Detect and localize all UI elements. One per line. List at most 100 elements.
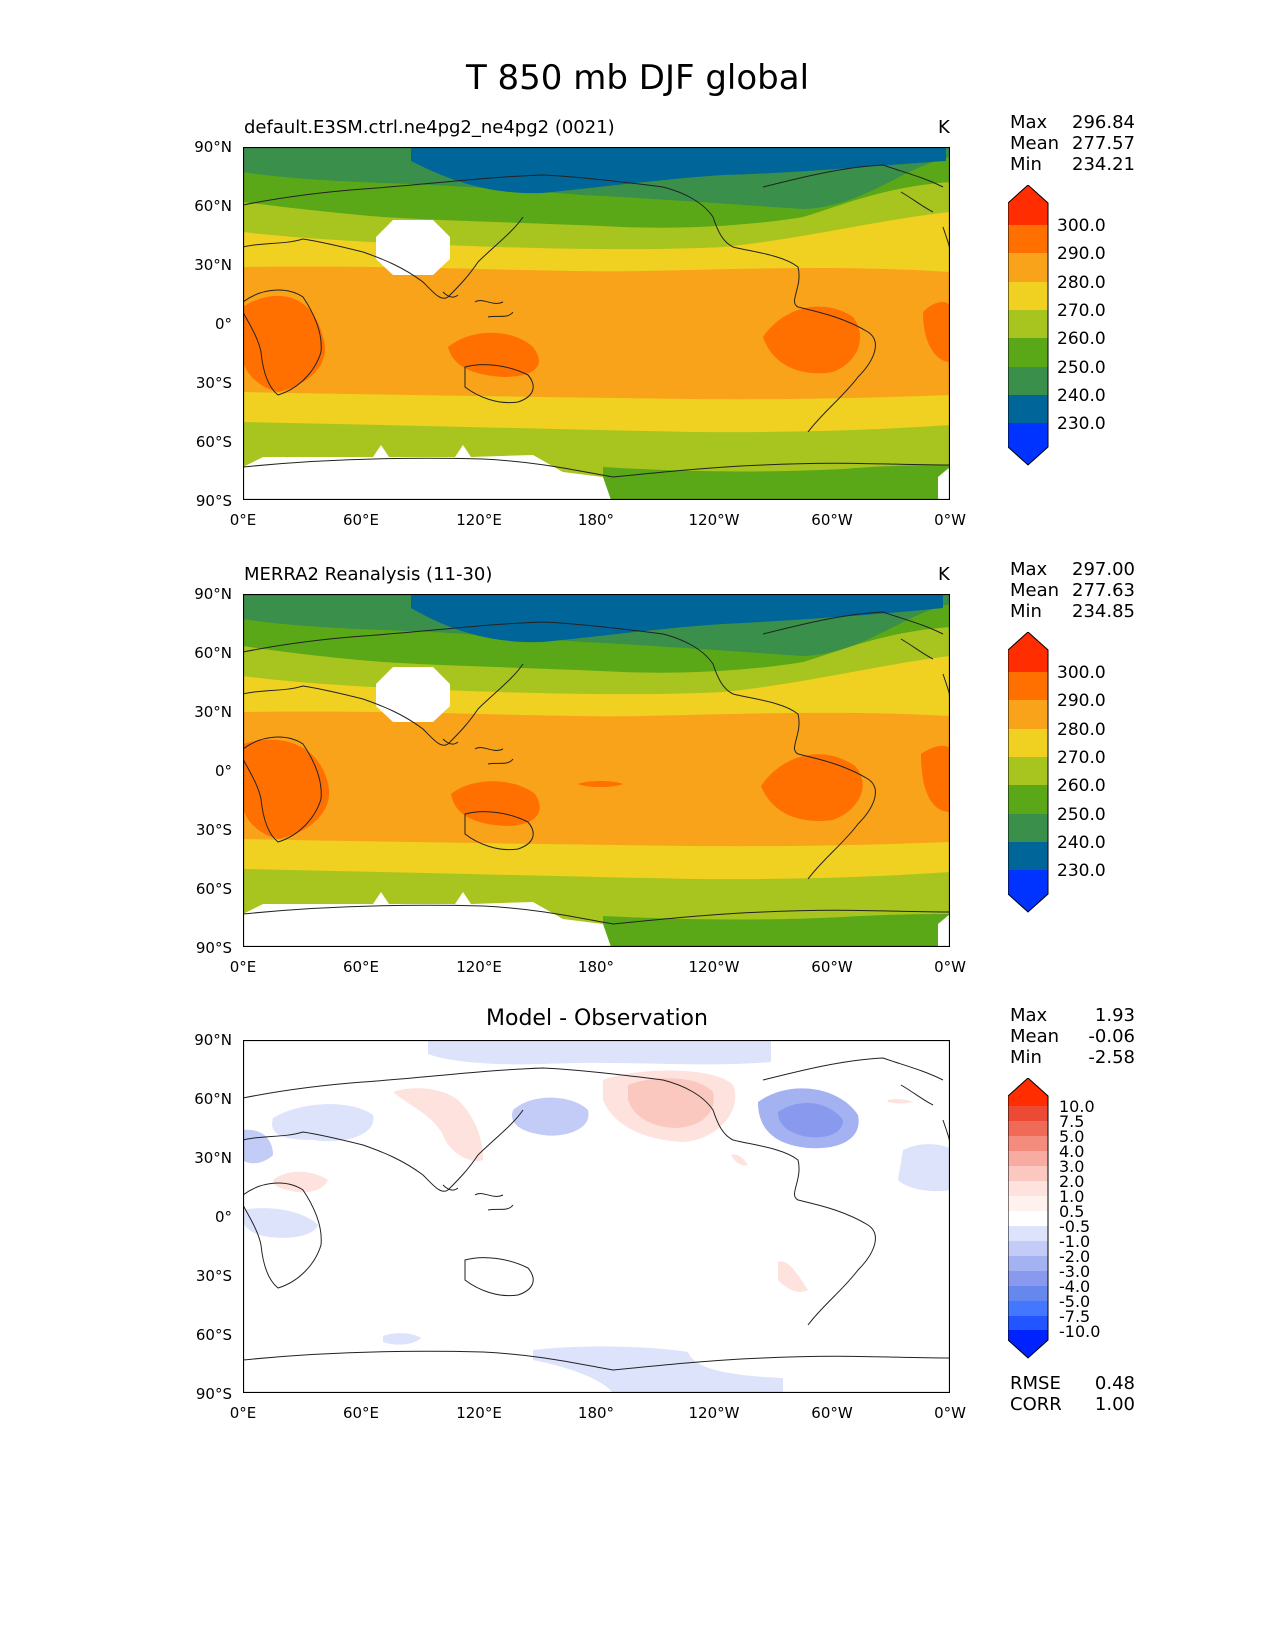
p2-cb-tick: 260.0 (1057, 776, 1106, 796)
p3-cb-tick: 5.0 (1059, 1127, 1085, 1146)
p3-ylabel-0: 0° (214, 1208, 232, 1226)
stat-mean-label: Mean (1010, 133, 1060, 154)
panel-3-stats: Max 1.93 Mean -0.06 Min -2.58 (1010, 1005, 1135, 1071)
p2-xlabel-0e: 0°E (229, 958, 257, 976)
missing-antarctica (243, 445, 611, 500)
p2-ylabel-30n: 30°N (194, 703, 232, 721)
p1-xlabel-0e: 0°E (229, 511, 257, 529)
panel-2-stats: Max 297.00 Mean 277.63 Min 234.85 (1010, 559, 1135, 625)
anomaly-south-pacific (533, 1346, 783, 1393)
p2-xlabel-120w: 120°W (688, 958, 740, 976)
anomaly-namerica-core (778, 1102, 843, 1138)
anomaly-samerica (778, 1261, 808, 1292)
panel-2-map (243, 594, 950, 947)
p1-xlabel-60w: 60°W (811, 511, 853, 529)
anomaly-arctic (428, 1040, 771, 1065)
p2-ylabel-90n: 90°N (194, 585, 232, 603)
p2-xlabel-120e: 120°E (456, 958, 502, 976)
p1-xlabel-180: 180° (577, 511, 615, 529)
p2-ylabel-60s: 60°S (195, 880, 232, 898)
p2-ylabel-0: 0° (214, 762, 232, 780)
p3-cb-tick: 7.5 (1059, 1112, 1085, 1131)
p3-cb-tick: 0.5 (1059, 1202, 1085, 1221)
warm-core-australia (451, 781, 540, 826)
stat-max-label: Max (1010, 559, 1048, 580)
rmse-value: 0.48 (1094, 1373, 1135, 1394)
stat-mean: 277.63 (1072, 580, 1135, 601)
p2-xlabel-0w: 0°W (934, 958, 966, 976)
panel-2-colorbar (1008, 632, 1049, 913)
anomaly-europe (272, 1104, 374, 1142)
stat-mean-label: Mean (1010, 580, 1060, 601)
p3-cb-tick: -1.0 (1059, 1232, 1091, 1251)
p1-cb-tick: 290.0 (1057, 244, 1106, 264)
p2-cb-tick: 230.0 (1057, 861, 1106, 881)
p1-xlabel-120w: 120°W (688, 511, 740, 529)
stat-min-label: Min (1010, 601, 1042, 622)
p3-xlabel-120e: 120°E (456, 1404, 502, 1422)
panel-3-map (243, 1040, 950, 1393)
p2-xlabel-180: 180° (577, 958, 615, 976)
panel-1-stats: Max 296.84 Mean 277.57 Min 234.21 (1010, 112, 1135, 178)
p3-cb-tick: 1.0 (1059, 1187, 1085, 1206)
coastlines (243, 164, 950, 478)
coastlines (243, 611, 950, 925)
stat-min-label: Min (1010, 1047, 1042, 1068)
anomaly-natlantic (898, 1144, 950, 1192)
p1-cb-tick: 270.0 (1057, 301, 1106, 321)
p1-cb-tick: 230.0 (1057, 414, 1106, 434)
panel-1-units: K (938, 117, 950, 138)
p2-ylabel-30s: 30°S (195, 821, 232, 839)
panel-2-title: MERRA2 Reanalysis (11-30) (244, 564, 493, 585)
warm-core-edge (923, 302, 950, 362)
missing-tibet (376, 220, 450, 275)
p1-ylabel-60n: 60°N (194, 197, 232, 215)
p2-cb-tick: 240.0 (1057, 833, 1106, 853)
p1-xlabel-60e: 60°E (342, 511, 380, 529)
p3-cb-tick: -10.0 (1059, 1322, 1101, 1341)
p3-cb-tick: -7.5 (1059, 1307, 1091, 1326)
panel-2-units: K (938, 564, 950, 585)
coastlines (243, 1057, 950, 1371)
stat-mean: 277.57 (1072, 133, 1135, 154)
p3-cb-tick: -4.0 (1059, 1277, 1091, 1296)
stat-max-label: Max (1010, 1005, 1048, 1026)
warm-core-edge (921, 745, 950, 812)
stat-max-label: Max (1010, 112, 1048, 133)
warm-core-samerica (761, 754, 863, 821)
p2-ylabel-90s: 90°S (195, 939, 232, 957)
zone-250-260-s (603, 914, 950, 947)
p1-ylabel-90s: 90°S (195, 492, 232, 510)
p1-xlabel-0w: 0°W (934, 511, 966, 529)
stat-min: -2.58 (1088, 1047, 1135, 1068)
p1-ylabel-30n: 30°N (194, 256, 232, 274)
p1-cb-tick: 240.0 (1057, 386, 1106, 406)
panel-3-title: Model - Observation (486, 1006, 708, 1031)
p3-xlabel-0w: 0°W (934, 1404, 966, 1422)
p1-ylabel-0: 0° (214, 315, 232, 333)
p3-xlabel-60w: 60°W (811, 1404, 853, 1422)
p3-cb-tick: 2.0 (1059, 1172, 1085, 1191)
zone-230-240 (411, 594, 943, 643)
anomaly-siberia (393, 1088, 483, 1161)
stat-min: 234.21 (1072, 154, 1135, 175)
missing-antarctica-edge (938, 467, 950, 500)
corr-value: 1.00 (1094, 1394, 1135, 1415)
p3-cb-tick: 10.0 (1059, 1097, 1095, 1116)
p3-xlabel-120w: 120°W (688, 1404, 740, 1422)
warm-core-africa (243, 739, 330, 839)
p1-cb-tick: 250.0 (1057, 358, 1106, 378)
p3-ylabel-60s: 60°S (195, 1326, 232, 1344)
corr-label: CORR (1010, 1394, 1062, 1415)
p1-cb-tick: 300.0 (1057, 216, 1106, 236)
anomaly-sahara (273, 1171, 328, 1193)
stat-max: 297.00 (1072, 559, 1135, 580)
figure-title: T 850 mb DJF global (465, 58, 810, 98)
zone-250-260-s (603, 465, 950, 500)
missing-antarctica-edge (938, 914, 950, 947)
p2-cb-tick: 300.0 (1057, 663, 1106, 683)
p2-cb-tick: 280.0 (1057, 720, 1106, 740)
stat-mean-label: Mean (1010, 1026, 1060, 1047)
p3-ylabel-60n: 60°N (194, 1090, 232, 1108)
p1-cb-tick: 280.0 (1057, 273, 1106, 293)
